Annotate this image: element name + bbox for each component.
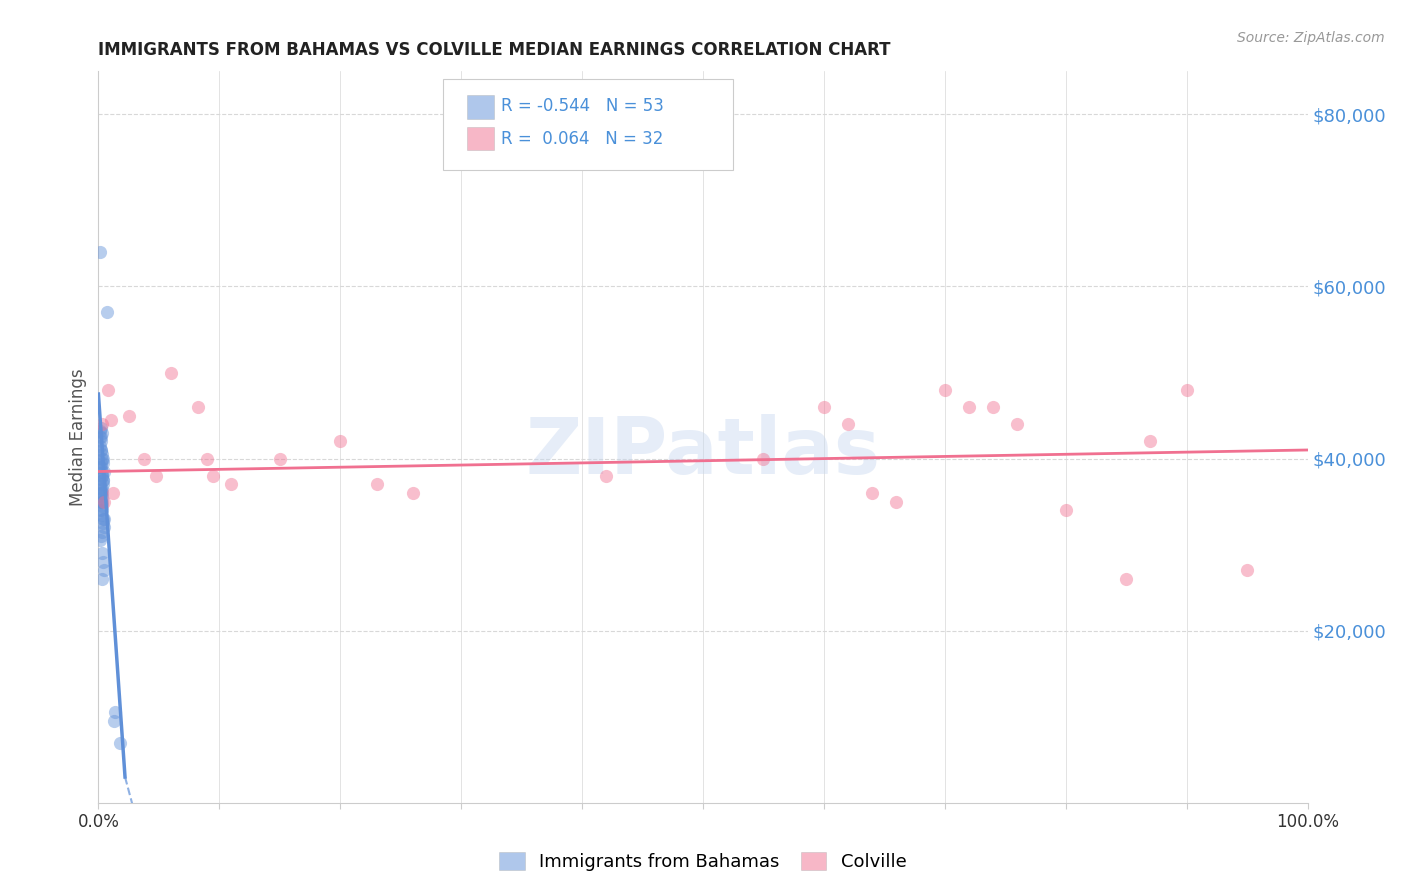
Point [91, 499, 114, 513]
Point [93, 512, 115, 526]
Legend: Immigrants from Bahamas, Colville: Immigrants from Bahamas, Colville [492, 846, 914, 879]
FancyBboxPatch shape [467, 127, 494, 151]
Point [90, 430, 112, 444]
Point [187, 400, 209, 414]
Point [103, 714, 125, 728]
Point [93, 520, 115, 534]
Point [1054, 503, 1077, 517]
Point [97, 383, 120, 397]
Point [90, 486, 112, 500]
Point [595, 468, 617, 483]
Text: IMMIGRANTS FROM BAHAMAS VS COLVILLE MEDIAN EARNINGS CORRELATION CHART: IMMIGRANTS FROM BAHAMAS VS COLVILLE MEDI… [98, 41, 891, 59]
Point [981, 400, 1004, 414]
Point [752, 451, 775, 466]
Point [91, 456, 114, 470]
Point [329, 434, 352, 449]
Point [91, 516, 114, 530]
Point [93, 465, 115, 479]
Point [93, 494, 115, 508]
Y-axis label: Median Earnings: Median Earnings [69, 368, 87, 506]
Point [91, 524, 114, 539]
Point [118, 409, 141, 423]
Point [89, 477, 111, 491]
Point [91, 494, 114, 508]
Point [90, 460, 112, 475]
Point [269, 451, 291, 466]
Point [91, 465, 114, 479]
Point [91, 468, 114, 483]
Point [837, 417, 859, 432]
Point [91, 512, 114, 526]
Point [90, 494, 112, 508]
Point [91, 451, 114, 466]
Point [1007, 417, 1029, 432]
Point [90, 421, 112, 435]
Point [91, 486, 114, 500]
Point [934, 383, 956, 397]
Point [91, 572, 114, 586]
Point [134, 451, 156, 466]
Point [1236, 564, 1258, 578]
Point [91, 555, 114, 569]
Point [108, 735, 131, 749]
Point [91, 468, 114, 483]
Point [160, 366, 183, 380]
Point [860, 486, 883, 500]
Point [91, 503, 114, 517]
Point [886, 494, 908, 508]
Point [202, 468, 225, 483]
Point [89, 245, 111, 260]
Text: R = -0.544   N = 53: R = -0.544 N = 53 [501, 97, 664, 115]
Point [90, 482, 112, 496]
Point [1115, 572, 1137, 586]
Point [145, 468, 167, 483]
Point [89, 439, 111, 453]
Point [402, 486, 425, 500]
Point [104, 706, 127, 720]
Point [91, 482, 114, 496]
Point [91, 473, 114, 487]
Point [89, 430, 111, 444]
Point [1139, 434, 1161, 449]
Point [221, 477, 243, 491]
Point [90, 456, 112, 470]
Point [91, 425, 114, 440]
FancyBboxPatch shape [443, 78, 734, 170]
Text: R =  0.064   N = 32: R = 0.064 N = 32 [501, 129, 664, 148]
Point [91, 447, 114, 461]
FancyBboxPatch shape [467, 95, 494, 119]
Point [813, 400, 835, 414]
Point [90, 486, 112, 500]
Point [90, 494, 112, 508]
Point [93, 564, 115, 578]
Text: Source: ZipAtlas.com: Source: ZipAtlas.com [1237, 31, 1385, 45]
Point [91, 451, 114, 466]
Point [366, 477, 388, 491]
Text: ZIPatlas: ZIPatlas [526, 414, 880, 490]
Point [90, 442, 112, 457]
Point [91, 417, 114, 432]
Point [90, 508, 112, 522]
Point [96, 305, 118, 319]
Point [100, 413, 122, 427]
Point [957, 400, 980, 414]
Point [89, 460, 111, 475]
Point [89, 503, 111, 517]
Point [91, 491, 114, 505]
Point [91, 546, 114, 560]
Point [91, 473, 114, 487]
Point [195, 451, 218, 466]
Point [89, 424, 111, 438]
Point [90, 529, 112, 543]
Point [1175, 383, 1198, 397]
Point [90, 434, 112, 449]
Point [90, 442, 112, 457]
Point [89, 533, 111, 548]
Point [101, 486, 124, 500]
Point [91, 477, 114, 491]
